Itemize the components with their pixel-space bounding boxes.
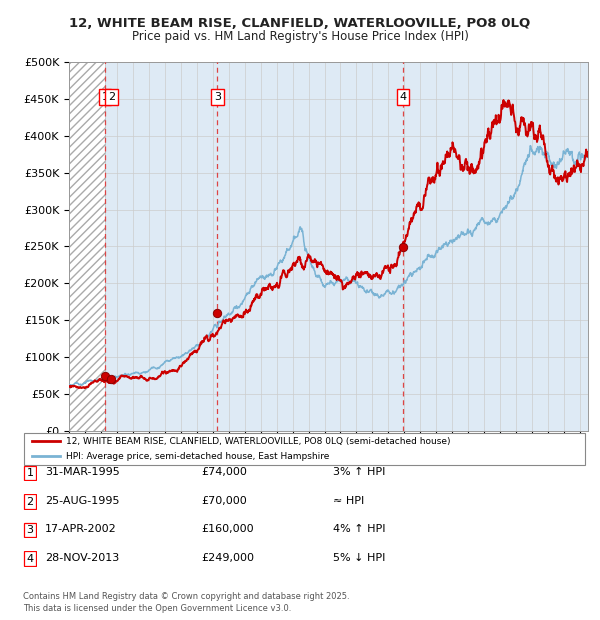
Text: 17-APR-2002: 17-APR-2002 bbox=[45, 525, 117, 534]
Text: 31-MAR-1995: 31-MAR-1995 bbox=[45, 467, 120, 477]
Text: 1: 1 bbox=[26, 468, 34, 478]
Text: 12, WHITE BEAM RISE, CLANFIELD, WATERLOOVILLE, PO8 0LQ (semi-detached house): 12, WHITE BEAM RISE, CLANFIELD, WATERLOO… bbox=[66, 437, 451, 446]
Text: £70,000: £70,000 bbox=[201, 496, 247, 506]
Text: 2: 2 bbox=[26, 497, 34, 507]
Text: 2: 2 bbox=[108, 92, 115, 102]
Text: Price paid vs. HM Land Registry's House Price Index (HPI): Price paid vs. HM Land Registry's House … bbox=[131, 30, 469, 43]
Text: £160,000: £160,000 bbox=[201, 525, 254, 534]
Bar bbox=[69, 62, 105, 431]
Text: 5% ↓ HPI: 5% ↓ HPI bbox=[333, 553, 385, 563]
Text: 4: 4 bbox=[400, 92, 406, 102]
Text: 12, WHITE BEAM RISE, CLANFIELD, WATERLOOVILLE, PO8 0LQ: 12, WHITE BEAM RISE, CLANFIELD, WATERLOO… bbox=[70, 17, 530, 30]
FancyBboxPatch shape bbox=[23, 523, 37, 538]
Text: HPI: Average price, semi-detached house, East Hampshire: HPI: Average price, semi-detached house,… bbox=[66, 452, 329, 461]
Text: 4: 4 bbox=[26, 554, 34, 564]
FancyBboxPatch shape bbox=[23, 551, 37, 566]
Text: 25-AUG-1995: 25-AUG-1995 bbox=[45, 496, 119, 506]
Text: 3: 3 bbox=[214, 92, 221, 102]
Text: £74,000: £74,000 bbox=[201, 467, 247, 477]
FancyBboxPatch shape bbox=[23, 466, 37, 480]
Text: £249,000: £249,000 bbox=[201, 553, 254, 563]
Text: 28-NOV-2013: 28-NOV-2013 bbox=[45, 553, 119, 563]
Text: 1: 1 bbox=[101, 92, 109, 102]
Text: ≈ HPI: ≈ HPI bbox=[333, 496, 364, 506]
Bar bbox=[105, 62, 588, 431]
FancyBboxPatch shape bbox=[24, 433, 585, 465]
Text: 3% ↑ HPI: 3% ↑ HPI bbox=[333, 467, 385, 477]
Text: 4% ↑ HPI: 4% ↑ HPI bbox=[333, 525, 386, 534]
FancyBboxPatch shape bbox=[23, 494, 37, 509]
Text: 3: 3 bbox=[26, 525, 34, 535]
Text: Contains HM Land Registry data © Crown copyright and database right 2025.
This d: Contains HM Land Registry data © Crown c… bbox=[23, 591, 349, 613]
